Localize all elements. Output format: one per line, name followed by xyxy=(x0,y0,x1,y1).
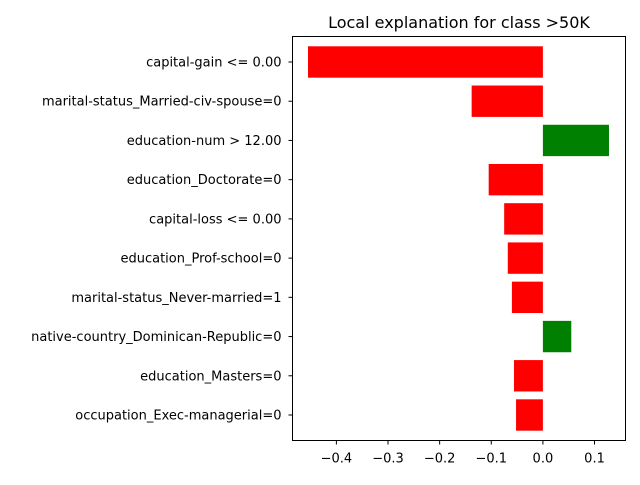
y-tick-label: capital-loss <= 0.00 xyxy=(149,212,281,227)
x-tick-label: −0.3 xyxy=(372,452,404,467)
y-tick-label: education_Masters=0 xyxy=(140,369,281,384)
y-tick-label: native-country_Dominican-Republic=0 xyxy=(31,330,281,345)
bar-8 xyxy=(513,360,543,392)
bar-6 xyxy=(511,281,543,314)
x-tick-label: 0.0 xyxy=(533,452,554,467)
x-tick-label: −0.1 xyxy=(475,452,507,467)
y-tick-label: education-num > 12.00 xyxy=(127,134,282,149)
y-tick-label: marital-status_Married-civ-spouse=0 xyxy=(42,95,282,110)
bar-3 xyxy=(488,163,543,196)
bars-layer xyxy=(307,46,609,431)
bar-1 xyxy=(471,85,543,117)
x-tick-label: 0.1 xyxy=(584,452,605,467)
bar-5 xyxy=(507,242,543,274)
bar-4 xyxy=(504,203,543,235)
y-axis-ticks: capital-gain <= 0.00 marital-status_Marri… xyxy=(31,55,293,424)
y-tick-label: education_Prof-school=0 xyxy=(120,252,281,267)
x-axis-ticks: −0.4 −0.3 −0.2 −0.1 0.0 0.1 xyxy=(321,440,605,467)
chart-title: Local explanation for class >50K xyxy=(328,13,590,32)
y-tick-label: marital-status_Never-married=1 xyxy=(71,291,281,306)
y-tick-label: capital-gain <= 0.00 xyxy=(146,55,281,70)
bar-7 xyxy=(542,320,572,353)
plot-area-frame xyxy=(292,36,626,441)
x-tick-label: −0.4 xyxy=(321,452,353,467)
bar-2 xyxy=(542,124,609,157)
y-tick-label: occupation_Exec-managerial=0 xyxy=(75,409,281,424)
bar-9 xyxy=(516,399,543,431)
bar-0 xyxy=(307,46,543,78)
y-tick-label: education_Doctorate=0 xyxy=(127,173,282,188)
x-tick-label: −0.2 xyxy=(424,452,456,467)
